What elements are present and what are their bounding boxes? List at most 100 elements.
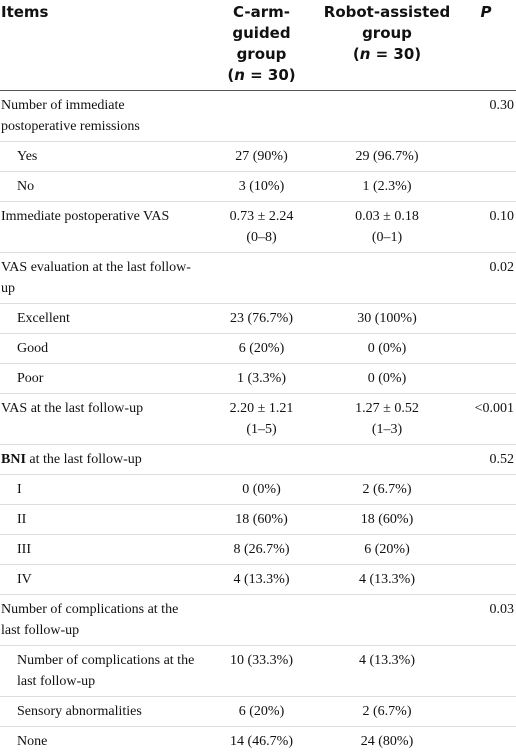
p-cell: 0.03	[456, 594, 516, 646]
value-cell	[205, 90, 318, 142]
value-text: 14 (46.7%)	[230, 734, 293, 749]
value-text: 0.73 ± 2.24	[229, 209, 294, 224]
item-cell: IV	[0, 564, 205, 595]
value-cell	[318, 444, 456, 475]
p-cell: <0.001	[456, 393, 516, 445]
item-text: I	[17, 482, 22, 497]
value-text: (1–5)	[246, 422, 277, 437]
value-text: 0 (0%)	[367, 371, 407, 386]
value-cell	[205, 252, 318, 304]
value-cell: 6 (20%)	[205, 696, 318, 727]
table-row: No 3 (10%) 1 (2.3%)	[0, 171, 516, 202]
item-cell: Excellent	[0, 303, 205, 334]
header-size: (	[352, 45, 360, 63]
item-text: VAS at the last follow-up	[1, 401, 144, 416]
item-cell: Immediate postoperative VAS	[0, 201, 205, 253]
value-cell	[318, 594, 456, 646]
value-cell: 27 (90%)	[205, 141, 318, 172]
p-cell	[456, 564, 516, 595]
item-cell: Yes	[0, 141, 205, 172]
value-text: 1 (3.3%)	[237, 371, 286, 386]
item-cell: VAS at the last follow-up	[0, 393, 205, 445]
value-cell: 1 (2.3%)	[318, 171, 456, 202]
header-title: Items	[1, 3, 49, 21]
item-cell: VAS evaluation at the last follow-up	[0, 252, 205, 304]
item-text: at the last follow-up	[25, 452, 142, 467]
column-header: P	[456, 0, 516, 91]
table-row: IV 4 (13.3%) 4 (13.3%)	[0, 564, 516, 595]
item-text: Number of complications at the last foll…	[17, 653, 195, 689]
value-cell: 18 (60%)	[205, 504, 318, 535]
table-row: VAS at the last follow-up 2.20 ± 1.21 (1–5…	[0, 393, 516, 445]
value-cell: 2 (6.7%)	[318, 696, 456, 727]
value-text: 4 (13.3%)	[359, 653, 415, 668]
p-value: 0.10	[489, 209, 515, 224]
item-text: Good	[17, 341, 49, 356]
table-row: III 8 (26.7%) 6 (20%)	[0, 534, 516, 565]
value-text: 18 (60%)	[235, 512, 288, 527]
table-row: I 0 (0%) 2 (6.7%)	[0, 474, 516, 505]
item-cell: Poor	[0, 363, 205, 394]
item-text: Poor	[17, 371, 44, 386]
item-bold: BNI	[1, 452, 26, 467]
value-cell: 6 (20%)	[205, 333, 318, 364]
header-title: C-arm-guided group	[232, 3, 291, 63]
item-text: II	[17, 512, 27, 527]
table-body: Number of immediate postoperative remiss…	[0, 90, 516, 753]
value-text: 10 (33.3%)	[230, 653, 293, 668]
item-cell: Sensory abnormalities	[0, 696, 205, 727]
value-text: 30 (100%)	[357, 311, 417, 326]
value-text: 0 (0%)	[367, 341, 407, 356]
value-cell: 4 (13.3%)	[318, 564, 456, 595]
value-cell: 0 (0%)	[205, 474, 318, 505]
value-cell: 3 (10%)	[205, 171, 318, 202]
item-text: IV	[17, 572, 32, 587]
value-text: 2.20 ± 1.21	[229, 401, 294, 416]
table-row: II 18 (60%) 18 (60%)	[0, 504, 516, 535]
p-value: 0.52	[489, 452, 515, 467]
table-row: Number of immediate postoperative remiss…	[0, 90, 516, 142]
item-text: Immediate postoperative VAS	[1, 209, 170, 224]
column-header: C-arm-guided group (n = 30)	[205, 0, 318, 91]
value-text: 2 (6.7%)	[362, 482, 412, 497]
table-row: Number of complications at the last foll…	[0, 594, 516, 646]
table-row: Sensory abnormalities 6 (20%) 2 (6.7%)	[0, 696, 516, 727]
value-text: 6 (20%)	[238, 704, 285, 719]
value-cell: 1 (3.3%)	[205, 363, 318, 394]
item-text: No	[17, 179, 35, 194]
value-cell: 2.20 ± 1.21 (1–5)	[205, 393, 318, 445]
header-row: Items C-arm-guided group (n = 30) Robot-ass…	[0, 0, 516, 91]
table-row: Immediate postoperative VAS 0.73 ± 2.24 (0…	[0, 201, 516, 253]
value-cell: 0 (0%)	[318, 363, 456, 394]
p-cell	[456, 363, 516, 394]
value-text: 6 (20%)	[364, 542, 410, 557]
value-cell: 0.73 ± 2.24 (0–8)	[205, 201, 318, 253]
value-text: 18 (60%)	[360, 512, 414, 527]
header-size: (	[227, 66, 235, 84]
p-cell	[456, 171, 516, 202]
value-cell: 23 (76.7%)	[205, 303, 318, 334]
value-cell: 2 (6.7%)	[318, 474, 456, 505]
item-cell: Number of immediate postoperative remiss…	[0, 90, 205, 142]
value-text: (1–3)	[371, 422, 403, 437]
value-cell: 6 (20%)	[318, 534, 456, 565]
value-cell: 0.03 ± 0.18 (0–1)	[318, 201, 456, 253]
p-value: <0.001	[474, 401, 514, 416]
item-cell: No	[0, 171, 205, 202]
p-cell: 0.52	[456, 444, 516, 475]
value-text: 29 (96.7%)	[355, 149, 419, 164]
p-cell	[456, 333, 516, 364]
value-text: 0.03 ± 0.18	[355, 209, 419, 224]
p-cell	[456, 474, 516, 505]
p-value: 0.03	[489, 602, 515, 617]
p-cell	[456, 504, 516, 535]
p-cell	[456, 727, 516, 753]
value-cell: 29 (96.7%)	[318, 141, 456, 172]
value-text: (0–8)	[246, 230, 277, 245]
value-cell: 4 (13.3%)	[318, 645, 456, 697]
value-text: 27 (90%)	[235, 149, 288, 164]
table-row: Yes 27 (90%) 29 (96.7%)	[0, 141, 516, 172]
p-cell	[456, 696, 516, 727]
p-cell: 0.30	[456, 90, 516, 142]
